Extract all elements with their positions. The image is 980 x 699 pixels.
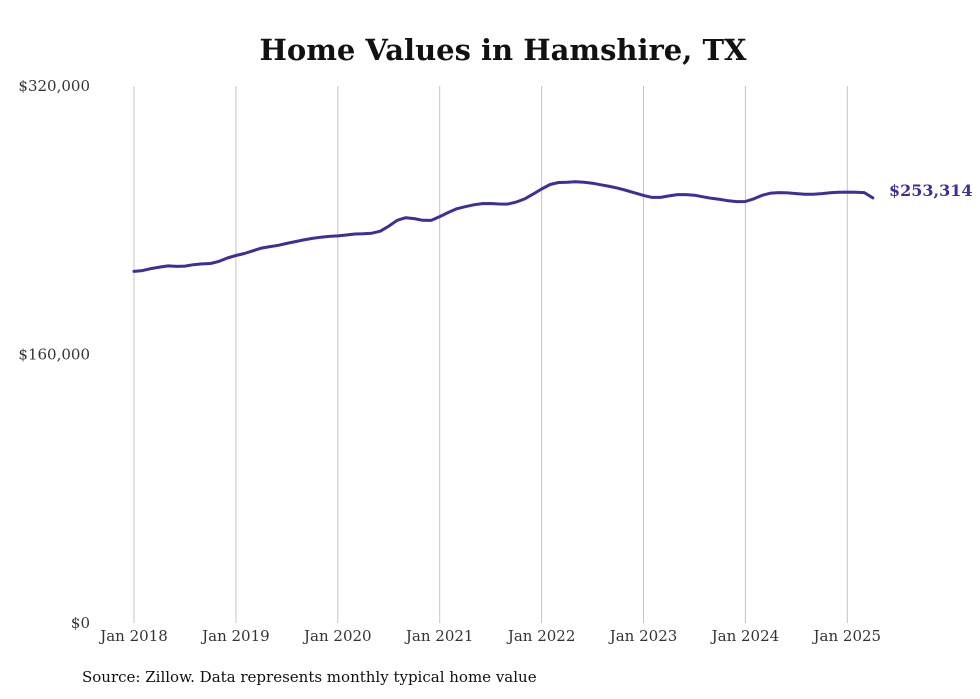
x-tick-label: Jan 2022: [506, 627, 576, 645]
grid-lines: [133, 86, 848, 623]
end-value-label: $253,314: [889, 181, 973, 200]
x-tick-label: Jan 2019: [200, 627, 270, 645]
x-tick-label: Jan 2024: [710, 627, 780, 645]
series-line: [132, 180, 875, 273]
y-tick-label: $160,000: [18, 346, 90, 364]
chart-title: Home Values in Hamshire, TX: [259, 33, 747, 67]
y-axis-ticks: $0 $160,000 $320,000: [18, 77, 90, 632]
x-tick-label: Jan 2023: [608, 627, 678, 645]
x-tick-label: Jan 2020: [302, 627, 372, 645]
y-tick-label: $0: [71, 614, 90, 632]
source-note: Source: Zillow. Data represents monthly …: [82, 668, 537, 686]
x-tick-label: Jan 2025: [812, 627, 882, 645]
x-axis-ticks: Jan 2018 Jan 2019 Jan 2020 Jan 2021 Jan 2022…: [98, 627, 881, 645]
x-tick-label: Jan 2021: [404, 627, 474, 645]
x-tick-label: Jan 2018: [98, 627, 168, 645]
y-tick-label: $320,000: [18, 77, 90, 95]
